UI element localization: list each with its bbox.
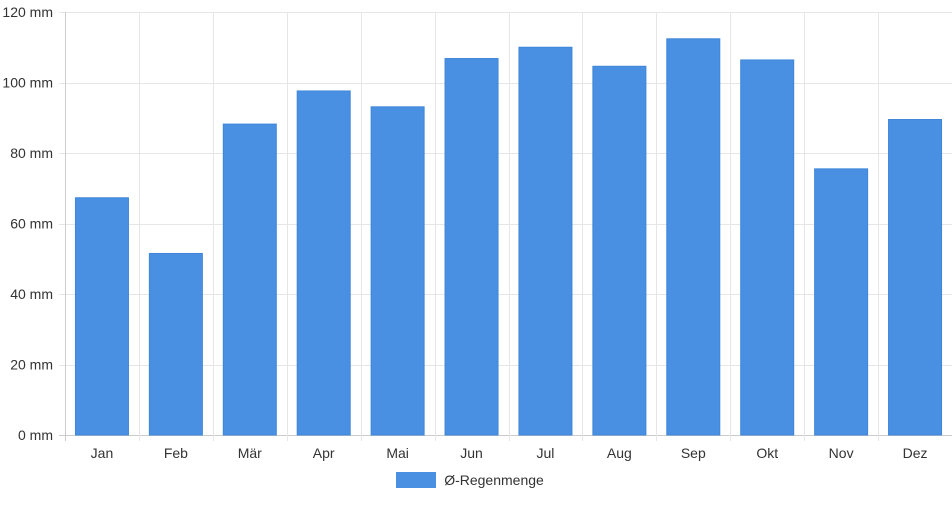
x-tick-label: Sep bbox=[681, 445, 706, 461]
x-tick-label: Mär bbox=[238, 445, 262, 461]
x-axis-ticks: Jan Feb Mär Apr Mai Jun Jul Aug Sep Okt Nov Dez bbox=[91, 445, 928, 461]
legend-swatch bbox=[396, 472, 437, 488]
bar-Nov[interactable] bbox=[814, 168, 869, 436]
bar-Mär[interactable] bbox=[222, 123, 277, 436]
legend[interactable]: Ø-Regenmenge bbox=[0, 472, 952, 488]
x-tick-label: Apr bbox=[313, 445, 335, 461]
x-tick-label: Dez bbox=[903, 445, 928, 461]
bar-Okt[interactable] bbox=[740, 59, 795, 436]
grid-lines bbox=[59, 12, 952, 441]
bar-Dez[interactable] bbox=[888, 119, 943, 436]
bar-Apr[interactable] bbox=[296, 90, 351, 436]
bar-Jan[interactable] bbox=[74, 197, 129, 436]
bar-Mai[interactable] bbox=[370, 106, 425, 436]
x-tick-label: Aug bbox=[607, 445, 632, 461]
y-tick-label: 100 mm bbox=[2, 75, 53, 91]
x-tick-label: Okt bbox=[756, 445, 778, 461]
x-tick-label: Feb bbox=[164, 445, 188, 461]
legend-label: Ø-Regenmenge bbox=[444, 472, 544, 488]
bar-Sep[interactable] bbox=[666, 38, 721, 436]
x-tick-label: Jun bbox=[460, 445, 483, 461]
bars bbox=[74, 38, 943, 436]
x-tick-label: Mai bbox=[386, 445, 409, 461]
x-tick-label: Jul bbox=[537, 445, 555, 461]
x-tick-label: Jan bbox=[91, 445, 114, 461]
y-tick-label: 0 mm bbox=[18, 427, 53, 443]
y-tick-label: 80 mm bbox=[10, 145, 53, 161]
bar-Jun[interactable] bbox=[444, 58, 499, 436]
bar-Feb[interactable] bbox=[148, 252, 203, 436]
y-tick-label: 120 mm bbox=[2, 4, 53, 20]
y-tick-label: 60 mm bbox=[10, 216, 53, 232]
x-tick-label: Nov bbox=[829, 445, 854, 461]
bar-Jul[interactable] bbox=[518, 46, 573, 436]
y-tick-label: 40 mm bbox=[10, 286, 53, 302]
y-axis-ticks: 0 mm 20 mm 40 mm 60 mm 80 mm 100 mm 120 mm bbox=[2, 4, 53, 443]
bar-Aug[interactable] bbox=[592, 65, 647, 436]
y-tick-label: 20 mm bbox=[10, 357, 53, 373]
